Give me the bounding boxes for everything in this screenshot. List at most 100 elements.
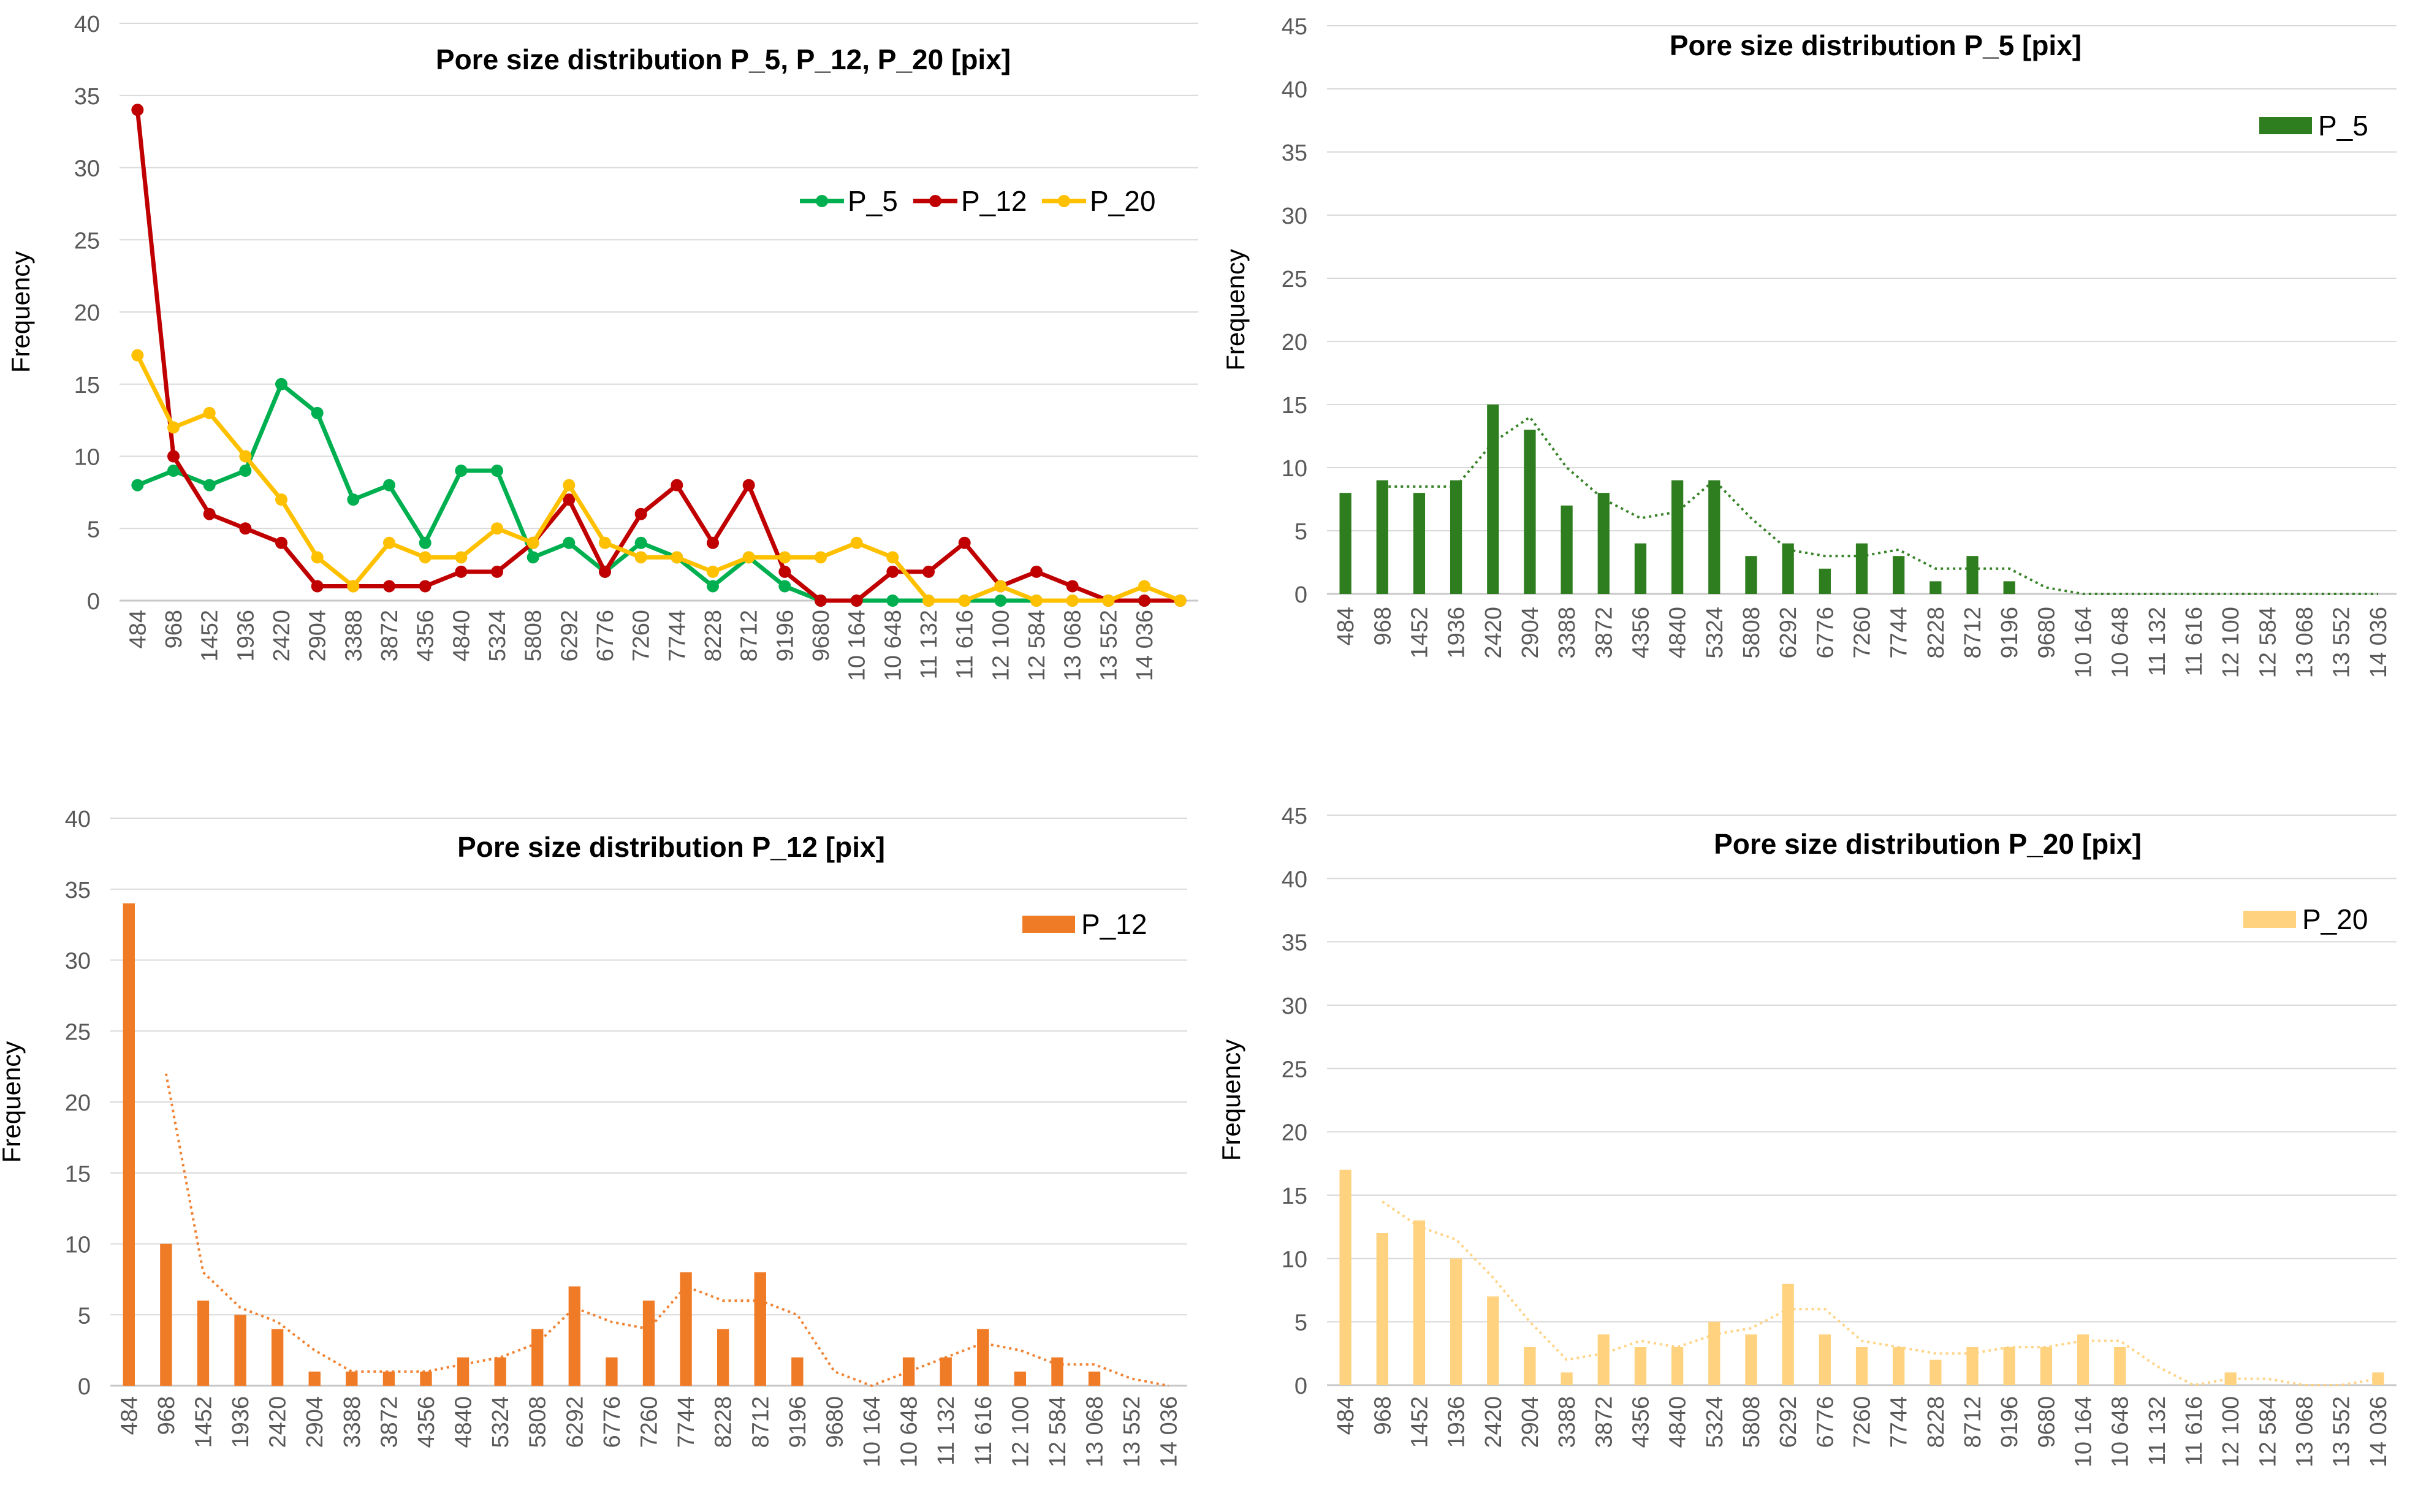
x-tick-label: 7744 <box>674 1396 699 1448</box>
bar <box>2114 1347 2126 1385</box>
x-tick-label: 5808 <box>1739 1396 1765 1448</box>
x-tick-label: 3872 <box>377 610 403 662</box>
chart-title: Pore size distribution P_5, P_12, P_20 [… <box>436 44 1011 75</box>
bar <box>1634 1347 1647 1385</box>
data-point-p_12 <box>922 565 935 578</box>
y-tick-label: 15 <box>1282 1183 1307 1209</box>
x-tick-label: 9680 <box>2034 1396 2059 1448</box>
x-tick-label: 8712 <box>748 1396 774 1448</box>
bar <box>2224 1372 2237 1385</box>
bar <box>1671 480 1684 594</box>
y-tick-label: 30 <box>65 949 91 974</box>
data-point-p_12 <box>958 536 971 549</box>
y-tick-label: 40 <box>1282 867 1307 892</box>
bar <box>1782 543 1794 594</box>
x-tick-label: 5808 <box>521 610 547 662</box>
chart-combined: 0 5 10 15 20 25 30 35 40 Frequency Pore size distr… <box>6 12 1198 681</box>
y-tick-label: 0 <box>1295 1373 1307 1399</box>
x-tick-label: 13 068 <box>2292 607 2318 678</box>
data-point-p_20 <box>455 551 468 564</box>
x-tick-label: 3388 <box>1554 607 1580 659</box>
x-tick-label: 7260 <box>629 610 655 662</box>
chart-p5: 0 5 10 15 20 25 30 35 40 45 Frequency Pore size dis… <box>1221 14 2397 678</box>
bar <box>1708 1321 1720 1385</box>
chart-p20: 0 5 10 15 20 25 30 35 40 45 Frequency Pore size dis… <box>1217 803 2397 1467</box>
data-point-p_12 <box>850 595 863 607</box>
data-point-p_5 <box>455 465 468 477</box>
x-tick-label: 11 616 <box>2181 1396 2207 1465</box>
bar <box>940 1357 952 1386</box>
x-tick-label: 13 068 <box>2292 1396 2318 1467</box>
x-tick-label: 11 132 <box>933 1396 959 1465</box>
data-point-p_5 <box>275 378 287 390</box>
y-axis-title: Frequency <box>1217 1039 1245 1161</box>
x-tick-label: 3872 <box>1591 1396 1617 1448</box>
data-point-p_20 <box>634 551 647 564</box>
x-tick-label: 12 584 <box>1024 610 1050 681</box>
x-tick-label: 3872 <box>1591 607 1617 659</box>
trendline <box>1382 1200 2379 1387</box>
bar <box>1855 1347 1868 1385</box>
data-point-p_5 <box>491 465 503 477</box>
x-tick-label: 12 584 <box>2255 1396 2281 1467</box>
y-axis-title: Frequency <box>1221 249 1250 370</box>
x-tick-label: 8712 <box>1960 607 1986 659</box>
data-point-p_12 <box>815 595 827 607</box>
data-point-p_5 <box>131 479 144 492</box>
bar <box>382 1371 395 1386</box>
bar <box>1339 493 1352 594</box>
x-tick-label: 6776 <box>1812 607 1838 659</box>
bar <box>308 1371 321 1386</box>
data-point-p_20 <box>599 536 611 549</box>
x-tick-label: 2904 <box>1518 607 1543 659</box>
bar <box>1376 1233 1388 1385</box>
x-tick-label: 7260 <box>1850 1396 1876 1448</box>
x-tick-label: 1936 <box>228 1396 254 1448</box>
x-tick-label: 13 068 <box>1082 1396 1108 1467</box>
x-tick-label: 10 164 <box>845 610 870 681</box>
trendline <box>164 1073 1169 1388</box>
data-point-p_20 <box>1102 595 1115 607</box>
bar <box>197 1301 210 1386</box>
bar <box>1671 1347 1684 1385</box>
data-point-p_12 <box>742 479 755 492</box>
x-tick-label: 7260 <box>637 1396 663 1448</box>
y-tick-label: 5 <box>1295 519 1307 545</box>
x-tick-label: 2420 <box>265 1396 291 1448</box>
y-axis-title: Frequency <box>6 251 35 373</box>
data-point-p_5 <box>419 536 432 549</box>
x-tick-label: 9196 <box>1997 1396 2023 1448</box>
x-tick-label: 8228 <box>1923 1396 1949 1448</box>
bar <box>1450 1258 1462 1385</box>
y-tick-label: 25 <box>65 1019 91 1045</box>
data-point-p_20 <box>671 551 683 564</box>
bar <box>568 1286 581 1386</box>
data-point-p_5 <box>239 465 252 477</box>
x-tick-label: 1452 <box>197 610 223 662</box>
x-tick-label: 12 584 <box>2255 607 2281 678</box>
data-point-p_12 <box>383 580 395 593</box>
legend-label: P_12 <box>961 185 1027 217</box>
x-tick-label: 13 552 <box>2329 607 2355 678</box>
x-tick-label: 1452 <box>1407 1396 1432 1448</box>
x-tick-label: 12 100 <box>2218 607 2244 678</box>
data-point-p_20 <box>491 522 503 535</box>
x-tick-label: 8228 <box>1923 607 1949 659</box>
data-point-p_5 <box>167 465 180 477</box>
x-tick-label: 10 164 <box>2071 607 2097 678</box>
x-tick-label: 6292 <box>1776 607 1801 659</box>
bar <box>642 1301 655 1386</box>
bar <box>1376 480 1388 594</box>
bar <box>1561 1372 1573 1385</box>
data-point-p_5 <box>383 479 395 492</box>
x-tick-label: 4840 <box>1665 1396 1691 1448</box>
x-tick-label: 3388 <box>1554 1396 1580 1448</box>
y-tick-label: 10 <box>65 1233 91 1258</box>
data-point-p_12 <box>203 507 216 520</box>
bar <box>1929 1359 1942 1385</box>
x-tick-label: 9680 <box>2034 607 2059 659</box>
x-tick-label: 10 164 <box>859 1396 885 1467</box>
x-tick-label: 11 616 <box>971 1396 997 1465</box>
bar <box>1708 480 1720 594</box>
legend-label: P_5 <box>2318 110 2368 142</box>
